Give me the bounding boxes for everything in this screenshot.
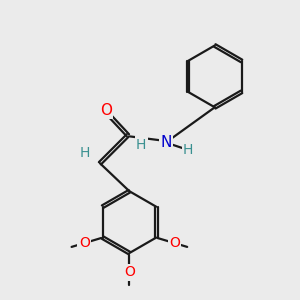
Text: N: N: [160, 135, 172, 150]
Text: O: O: [100, 103, 112, 118]
Text: H: H: [183, 143, 194, 157]
Text: H: H: [80, 146, 90, 160]
Text: H: H: [136, 138, 146, 152]
Text: O: O: [79, 236, 90, 250]
Text: O: O: [124, 265, 135, 279]
Text: O: O: [169, 236, 180, 250]
